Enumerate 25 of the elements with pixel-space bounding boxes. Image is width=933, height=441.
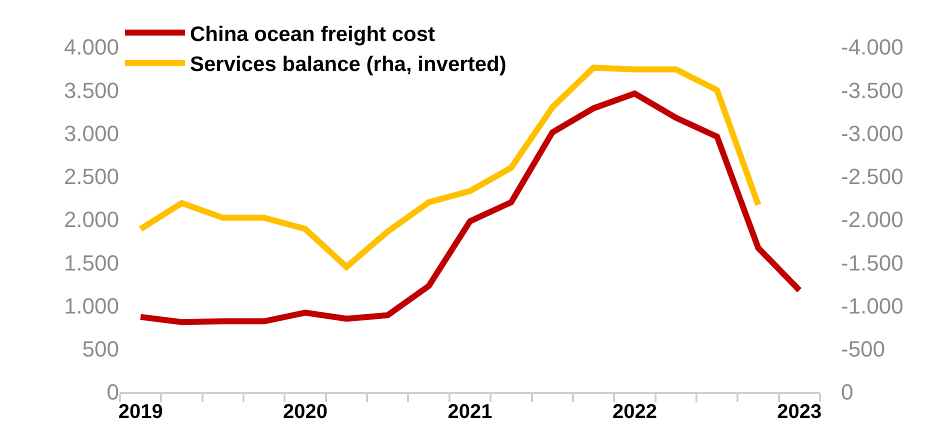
x-tick-label: 2019 — [118, 401, 163, 423]
y-tick-label: 0 — [106, 380, 119, 405]
y2-tick-label: -1.000 — [841, 293, 904, 318]
y-tick-label: 500 — [82, 336, 119, 362]
y-tick-label: 2.500 — [64, 164, 119, 190]
y-tick-label: 1.000 — [64, 293, 119, 318]
y-tick-label: 2.000 — [64, 207, 119, 232]
y-tick-label: 3.500 — [64, 78, 119, 103]
y-tick-label: 4.000 — [64, 34, 119, 60]
x-tick-label: 2022 — [612, 401, 657, 423]
y2-tick-label: 0 — [841, 380, 854, 405]
x-tick-label: 2021 — [448, 401, 492, 423]
y2-tick-label: -1.500 — [841, 250, 904, 276]
y2-tick-label: -500 — [841, 336, 886, 362]
y2-tick-label: -4.000 — [841, 34, 904, 60]
legend-label: Services balance (rha, inverted) — [190, 53, 506, 76]
y-tick-label: 1.500 — [64, 250, 119, 276]
y2-tick-label: -2.500 — [841, 164, 904, 190]
y-tick-label: 3.000 — [64, 120, 119, 146]
x-tick-label: 2023 — [777, 401, 822, 423]
y2-tick-label: -3.500 — [841, 78, 904, 103]
y2-tick-label: -3.000 — [841, 120, 904, 146]
x-tick-label: 2020 — [283, 401, 328, 423]
legend-label: China ocean freight cost — [190, 22, 436, 46]
y2-tick-label: -2.000 — [841, 207, 904, 232]
